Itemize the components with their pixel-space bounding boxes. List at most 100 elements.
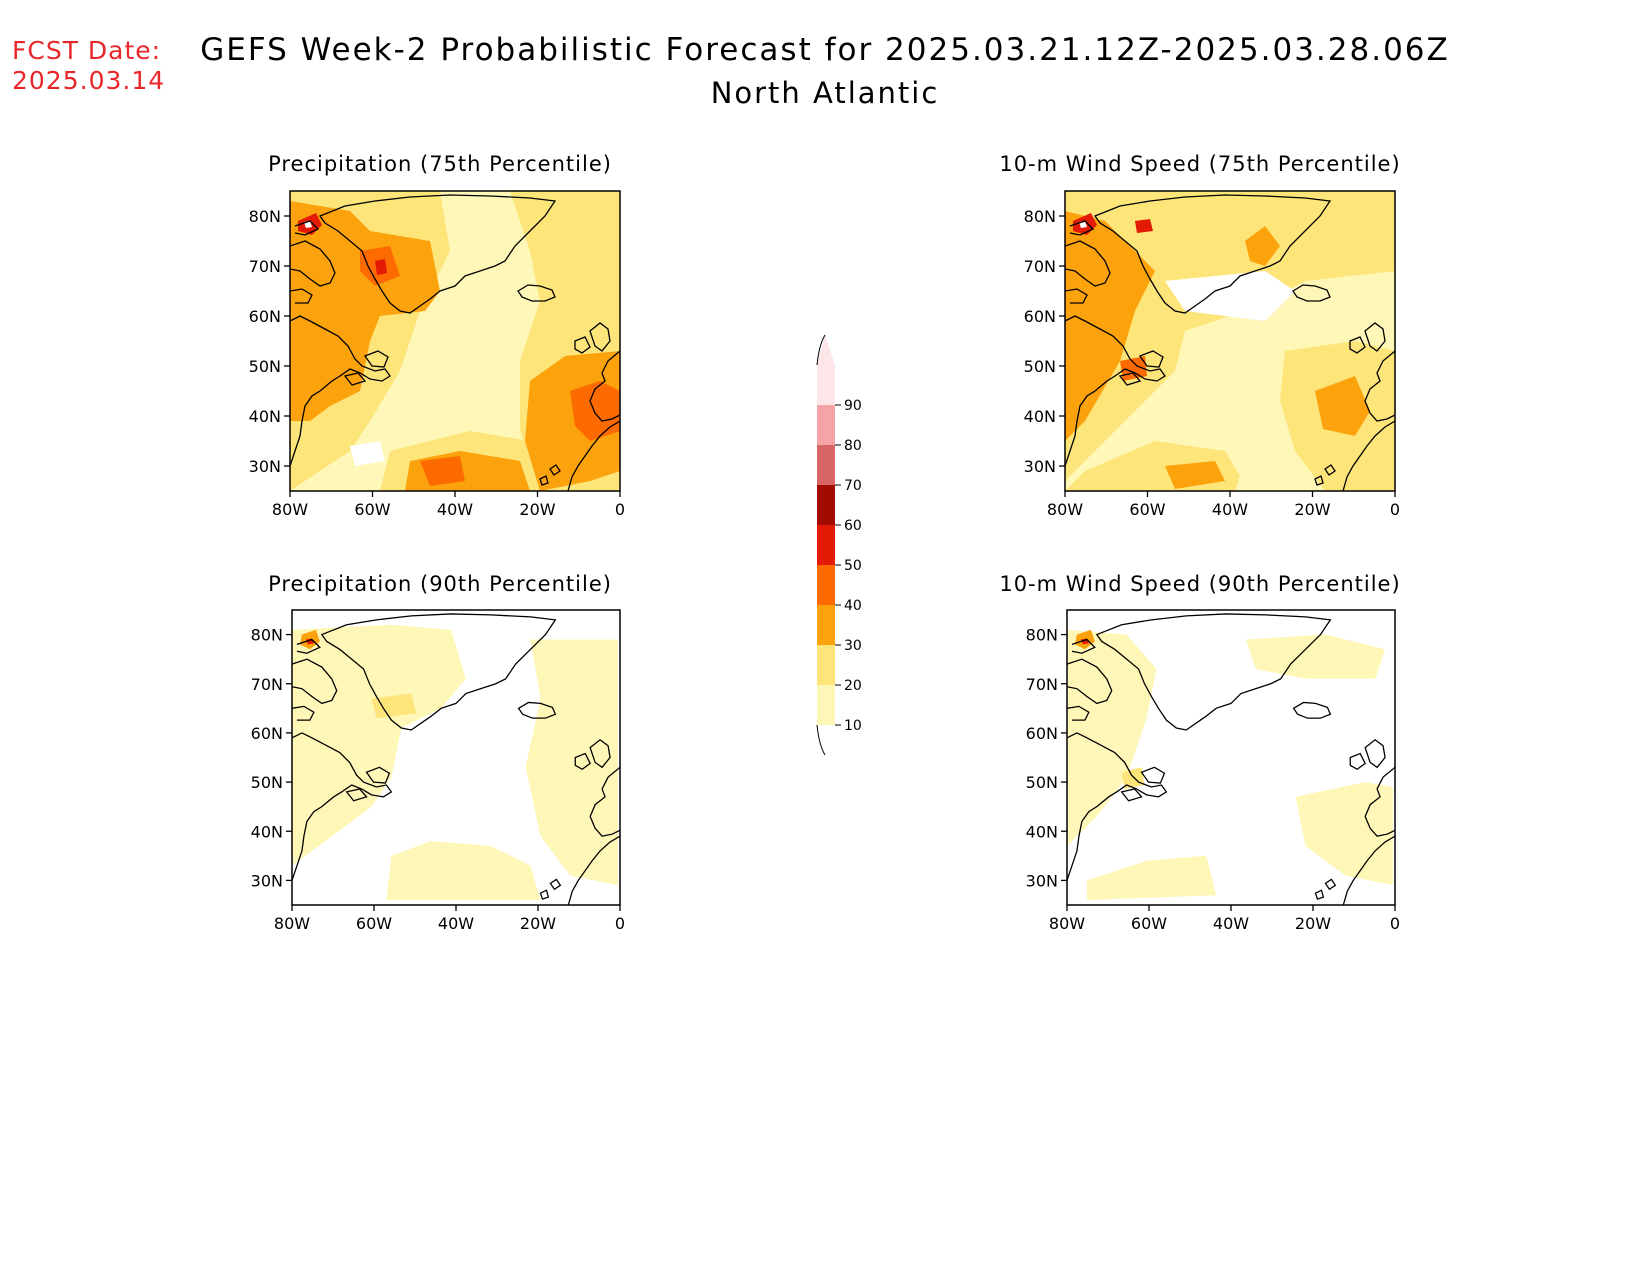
lon-tick-label: 80W <box>1049 914 1085 933</box>
lon-tick-label: 0 <box>1390 914 1400 933</box>
colorbar-cap-bottom <box>817 725 835 755</box>
lat-tick-label: 80N <box>249 207 281 226</box>
forecast-date-block: FCST Date: 2025.03.14 <box>12 36 165 96</box>
panel-title-precip75: Precipitation (75th Percentile) <box>268 152 612 176</box>
colorbar-segment <box>817 365 835 405</box>
lat-tick-label: 40N <box>1026 822 1058 841</box>
probability-shading <box>420 456 465 486</box>
colorbar-label: 50 <box>844 558 862 574</box>
lon-tick-label: 20W <box>1295 914 1331 933</box>
lon-tick-label: 60W <box>356 914 392 933</box>
lat-tick-label: 50N <box>249 357 281 376</box>
probability-shading <box>1165 271 1295 321</box>
lat-tick-label: 80N <box>1026 626 1058 645</box>
probability-shading <box>371 693 417 719</box>
forecast-date-label: FCST Date: <box>12 36 162 65</box>
colorbar-segment <box>817 605 835 645</box>
map-panel-precip75 <box>290 191 620 491</box>
lat-tick-label: 30N <box>1026 871 1058 890</box>
figure-title-block: GEFS Week-2 Probabilistic Forecast for 2… <box>0 32 1650 110</box>
lat-tick-label: 50N <box>1024 357 1056 376</box>
probability-shading <box>1165 461 1225 489</box>
colorbar-segment <box>817 405 835 445</box>
lon-tick-label: 20W <box>1294 500 1330 519</box>
panel-title-precip90: Precipitation (90th Percentile) <box>268 572 612 596</box>
colorbar-segment <box>817 525 835 565</box>
probability-shading <box>570 381 620 441</box>
lat-tick-label: 70N <box>249 257 281 276</box>
colorbar-cap-top <box>817 335 835 365</box>
lat-tick-label: 70N <box>251 675 283 694</box>
lat-tick-label: 50N <box>1026 773 1058 792</box>
colorbar-label: 60 <box>844 518 862 534</box>
probability-shading <box>1135 219 1153 233</box>
lat-tick-label: 60N <box>251 724 283 743</box>
lat-tick-label: 70N <box>1024 257 1056 276</box>
colorbar-segment <box>817 565 835 605</box>
colorbar-segment <box>817 485 835 525</box>
colorbar: 10 20 30 40 50 60 70 80 90 <box>816 334 862 756</box>
colorbar-label: 90 <box>844 398 862 414</box>
colorbar-label: 70 <box>844 478 862 494</box>
lat-tick-label: 50N <box>251 773 283 792</box>
lon-tick-label: 60W <box>1131 914 1167 933</box>
figure-subtitle: North Atlantic <box>710 76 940 110</box>
lat-tick-label: 30N <box>1024 457 1056 476</box>
lat-tick-label: 60N <box>1024 307 1056 326</box>
panel-title-wind75: 10-m Wind Speed (75th Percentile) <box>999 152 1401 176</box>
colorbar-label: 40 <box>844 598 862 614</box>
lat-tick-label: 70N <box>1026 675 1058 694</box>
colorbar-label: 10 <box>844 718 862 734</box>
colorbar-label: 80 <box>844 438 862 454</box>
lon-tick-label: 20W <box>519 500 555 519</box>
lat-tick-label: 60N <box>249 307 281 326</box>
lon-tick-label: 20W <box>520 914 556 933</box>
map-panel-wind75 <box>1065 191 1395 491</box>
probability-shading <box>290 201 440 421</box>
colorbar-label: 30 <box>844 638 862 654</box>
probability-shading <box>1067 629 1157 846</box>
probability-shading <box>525 639 618 886</box>
lon-tick-label: 0 <box>615 500 625 519</box>
colorbar-cap-outline <box>816 724 826 756</box>
figure-title: GEFS Week-2 Probabilistic Forecast for 2… <box>200 32 1450 68</box>
lon-tick-label: 40W <box>437 500 473 519</box>
lat-tick-label: 30N <box>249 457 281 476</box>
probability-shading <box>350 441 385 466</box>
lat-tick-label: 80N <box>1024 207 1056 226</box>
lat-tick-label: 60N <box>1026 724 1058 743</box>
probability-shading <box>1065 211 1155 441</box>
colorbar-label: 20 <box>844 678 862 694</box>
lat-tick-label: 40N <box>1024 407 1056 426</box>
probability-shading <box>1245 634 1386 679</box>
lat-tick-label: 40N <box>251 822 283 841</box>
lon-tick-label: 80W <box>1047 500 1083 519</box>
lat-tick-label: 30N <box>251 871 283 890</box>
colorbar-segment <box>817 445 835 485</box>
lon-tick-label: 60W <box>1129 500 1165 519</box>
map-panel-wind90 <box>1067 610 1395 905</box>
lat-tick-label: 40N <box>249 407 281 426</box>
lon-tick-label: 80W <box>272 500 308 519</box>
lon-tick-label: 40W <box>1212 500 1248 519</box>
colorbar-cap-outline <box>816 334 826 366</box>
probability-shading <box>1315 376 1370 436</box>
lon-tick-label: 0 <box>1390 500 1400 519</box>
probability-shading <box>1245 226 1280 266</box>
probability-shading <box>292 624 466 866</box>
lon-tick-label: 0 <box>615 914 625 933</box>
probability-shading <box>1086 855 1217 901</box>
probability-shading <box>375 259 387 275</box>
lon-tick-label: 80W <box>274 914 310 933</box>
lon-tick-label: 40W <box>438 914 474 933</box>
forecast-date-value: 2025.03.14 <box>12 66 166 95</box>
panel-title-wind90: 10-m Wind Speed (90th Percentile) <box>999 572 1401 596</box>
map-panel-precip90 <box>292 610 620 905</box>
lon-tick-label: 40W <box>1213 914 1249 933</box>
colorbar-segment <box>817 685 835 725</box>
lon-tick-label: 60W <box>354 500 390 519</box>
probability-shading <box>1121 767 1145 789</box>
colorbar-segment <box>817 645 835 685</box>
lat-tick-label: 80N <box>251 626 283 645</box>
